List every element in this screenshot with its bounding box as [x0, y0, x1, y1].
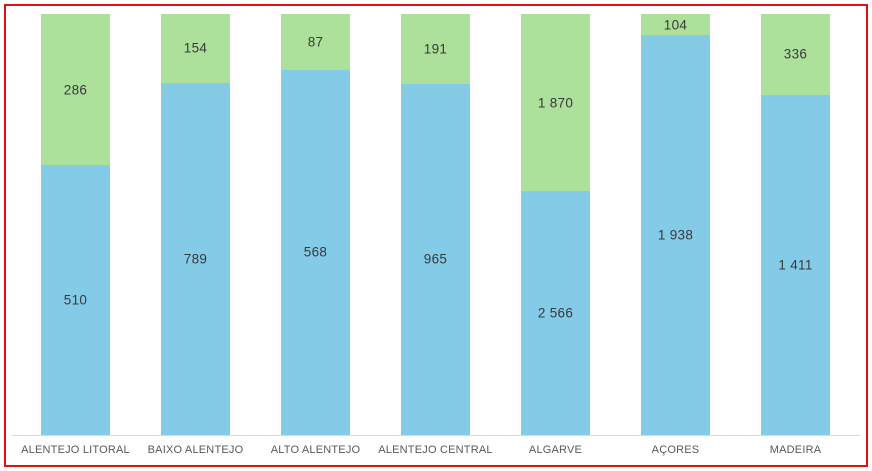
data-label: 2 566: [537, 305, 574, 321]
data-label: 1 411: [778, 257, 813, 273]
bar-column: 87 568: [281, 14, 350, 435]
category-label: ALENTEJO CENTRAL: [378, 444, 493, 456]
plot-area: 286 510 154 789 87 568 191 965 1 870 2 566 104 1 93…: [41, 14, 830, 435]
bar-segment-top: 154: [161, 14, 230, 83]
bar-segment-top: 191: [401, 14, 470, 84]
bar-segment-bottom: 965: [401, 83, 470, 435]
bar-segment-bottom: 1 411: [761, 94, 830, 435]
bar-column: 154 789: [161, 14, 230, 435]
category-cell: BAIXO ALENTEJO: [148, 435, 244, 465]
data-label: 568: [303, 244, 328, 260]
chart-frame: 286 510 154 789 87 568 191 965 1 870 2 566 104 1 93…: [4, 4, 868, 467]
x-axis-line: [12, 435, 860, 436]
bar-column: 336 1 411: [761, 14, 830, 435]
data-label: 154: [183, 40, 208, 56]
bar-segment-bottom: 510: [41, 165, 110, 435]
bar-segment-bottom: 2 566: [521, 191, 590, 435]
category-cell: MADEIRA: [761, 435, 830, 465]
bar-column: 104 1 938: [641, 14, 710, 435]
bar-column: 1 870 2 566: [521, 14, 590, 435]
data-label: 1 938: [657, 227, 694, 243]
bar-segment-bottom: 1 938: [641, 35, 710, 435]
category-cell: AÇORES: [641, 435, 710, 465]
data-label: 286: [63, 82, 88, 98]
bar-column: 286 510: [41, 14, 110, 435]
bar-segment-top: 104: [641, 14, 710, 36]
category-cell: ALTO ALENTEJO: [271, 435, 360, 465]
bar-column: 191 965: [401, 14, 470, 435]
data-label: 1 870: [537, 95, 574, 111]
bar-segment-top: 87: [281, 14, 350, 70]
category-cell: ALENTEJO CENTRAL: [378, 435, 492, 465]
bar-segment-top: 336: [761, 14, 830, 95]
category-axis: ALENTEJO LITORAL BAIXO ALENTEJO ALTO ALENT…: [21, 435, 830, 465]
data-label: 104: [663, 17, 688, 33]
data-label: 510: [63, 292, 88, 308]
category-label: ALTO ALENTEJO: [270, 444, 361, 456]
category-label: AÇORES: [651, 444, 700, 456]
bar-segment-top: 286: [41, 14, 110, 166]
category-label: ALENTEJO LITORAL: [21, 444, 130, 456]
bar-segment-bottom: 789: [161, 82, 230, 435]
data-label: 965: [423, 251, 448, 267]
category-label: ALGARVE: [528, 444, 583, 456]
category-cell: ALGARVE: [521, 435, 590, 465]
data-label: 789: [183, 251, 208, 267]
category-label: MADEIRA: [769, 444, 822, 456]
data-label: 87: [307, 34, 324, 50]
category-label: BAIXO ALENTEJO: [147, 444, 244, 456]
data-label: 336: [783, 46, 808, 62]
category-cell: ALENTEJO LITORAL: [21, 435, 130, 465]
bar-segment-bottom: 568: [281, 69, 350, 435]
bar-segment-top: 1 870: [521, 14, 590, 192]
data-label: 191: [423, 41, 448, 57]
